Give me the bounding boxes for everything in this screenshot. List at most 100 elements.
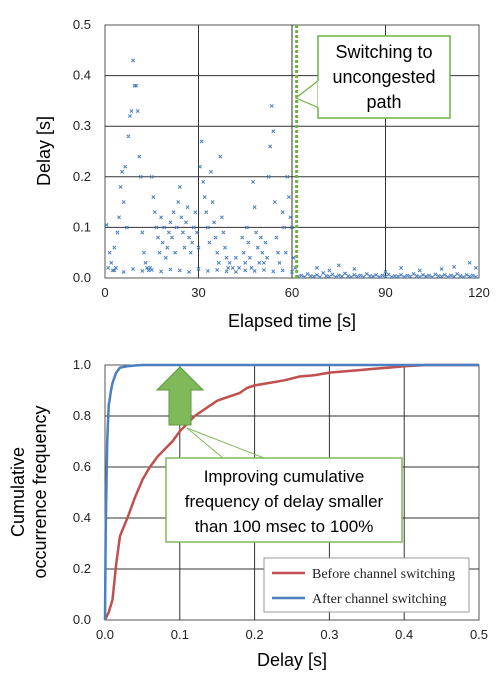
annotation-line-1: Improving cumulative (204, 467, 365, 486)
data-point (367, 274, 372, 278)
data-point (199, 139, 204, 144)
data-point (212, 220, 217, 225)
data-point (467, 260, 472, 265)
data-point (251, 179, 255, 184)
data-point (117, 215, 121, 220)
data-point (330, 272, 335, 277)
data-point (408, 274, 413, 279)
data-point (243, 268, 248, 273)
y-tick-label: 1.0 (73, 357, 91, 372)
data-point (191, 225, 196, 230)
data-point (129, 109, 134, 113)
data-point (168, 267, 173, 272)
data-point (154, 225, 159, 230)
data-point (302, 275, 307, 279)
legend-label-after: After channel switching (312, 592, 447, 607)
data-point (209, 169, 213, 174)
data-point (205, 225, 210, 230)
data-point (399, 273, 404, 277)
data-point (285, 174, 290, 179)
data-point (140, 230, 145, 235)
data-point (436, 274, 441, 278)
annotation-line-3: than 100 msec to 100% (195, 517, 374, 536)
series-line-after (103, 363, 479, 621)
data-point (411, 271, 416, 276)
data-point (194, 230, 199, 235)
data-point (336, 273, 341, 278)
data-point (364, 271, 369, 276)
data-point (271, 129, 276, 134)
data-point (140, 268, 145, 273)
data-point (272, 200, 277, 205)
data-point (196, 245, 201, 250)
data-point (286, 195, 291, 199)
data-point (255, 245, 260, 250)
data-point (137, 154, 142, 159)
data-point (260, 250, 265, 255)
data-point (352, 266, 357, 271)
data-point (261, 260, 266, 265)
data-point (282, 225, 287, 230)
data-point (280, 210, 285, 215)
data-point (389, 275, 394, 279)
data-point (196, 266, 201, 271)
data-point (324, 274, 329, 278)
data-point (269, 104, 274, 108)
data-point (439, 274, 444, 279)
data-point (247, 255, 252, 260)
data-point (452, 264, 457, 269)
data-point (134, 83, 139, 88)
data-point (263, 240, 268, 245)
data-point (321, 270, 326, 275)
series-line-before (103, 363, 479, 621)
data-point (145, 265, 150, 270)
data-point (157, 250, 162, 255)
data-point (131, 58, 136, 63)
x-tick-label: 0.4 (395, 627, 413, 642)
data-point (327, 274, 332, 279)
annotation-line-3: path (366, 92, 401, 112)
data-point (280, 268, 285, 273)
data-point (224, 255, 229, 260)
x-tick-label: 0 (101, 285, 108, 300)
data-point (336, 263, 341, 268)
data-point (254, 230, 259, 235)
data-point (349, 275, 354, 279)
data-point (374, 273, 379, 277)
data-point (237, 265, 241, 270)
data-point (414, 274, 419, 278)
data-point (305, 271, 310, 276)
y-tick-label: 0.6 (73, 459, 91, 474)
scatter-points (104, 58, 478, 279)
x-tick-label: 0.1 (171, 627, 189, 642)
x-tick-label: 60 (285, 285, 299, 300)
data-point (265, 255, 270, 260)
y-tick-label: 0.0 (73, 612, 91, 627)
data-point (185, 205, 190, 210)
data-point (118, 184, 123, 189)
legend-box (263, 557, 470, 613)
y-tick-label: 0.5 (73, 17, 91, 32)
data-point (106, 265, 111, 270)
data-point (113, 265, 118, 270)
data-point (207, 240, 212, 245)
data-point (204, 210, 209, 215)
y-tick-label: 0.2 (73, 561, 91, 576)
data-point (202, 195, 207, 199)
callout-leader-1 (186, 427, 265, 459)
data-point (261, 267, 266, 272)
annotation-line-2: frequency of delay smaller (185, 492, 384, 511)
callout-leader-2 (186, 427, 224, 459)
x-tick-label: 120 (468, 285, 490, 300)
data-point (402, 275, 407, 279)
data-point (383, 274, 388, 279)
data-point (452, 274, 457, 279)
data-point (291, 255, 296, 260)
data-point (314, 273, 319, 277)
data-point (386, 272, 391, 277)
data-point (371, 274, 375, 279)
data-point (221, 230, 226, 235)
data-point (159, 269, 164, 274)
data-point (163, 255, 168, 260)
data-point (299, 273, 304, 278)
